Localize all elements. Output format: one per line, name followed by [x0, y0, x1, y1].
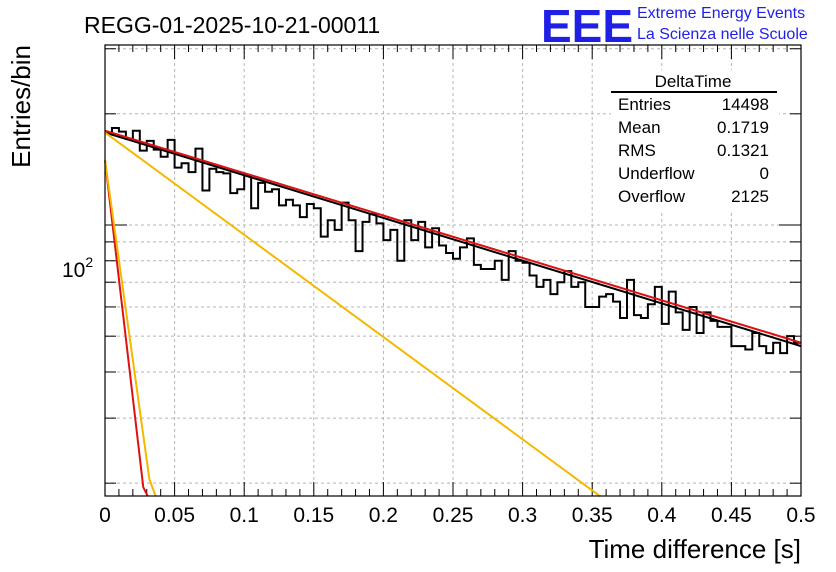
- y-axis-label: Entries/bin: [6, 45, 36, 168]
- eee-logo: EEE Extreme Energy Events La Scienza nel…: [541, 0, 808, 52]
- stats-box-background: [611, 70, 779, 212]
- x-tick-label: 0.4: [647, 504, 677, 527]
- histogram-layer: [105, 127, 801, 355]
- x-tick-label: 0.35: [572, 504, 613, 527]
- eee-logo-mark: EEE: [541, 0, 633, 52]
- x-tick-label: 0.3: [508, 504, 537, 527]
- stats-label-rms: RMS: [618, 141, 656, 160]
- x-tick-label: 0.2: [369, 504, 398, 527]
- fit-curve: [104, 159, 157, 497]
- stats-value-mean: 0.1719: [717, 118, 769, 137]
- stats-value-underflow: 0: [760, 164, 769, 183]
- y-tick-label-exponent: 2: [85, 254, 93, 270]
- eee-logo-line1: Extreme Energy Events: [637, 5, 805, 22]
- x-axis-label: Time difference [s]: [589, 534, 801, 564]
- y-tick-label-100: 102: [62, 254, 93, 282]
- stats-box-title: DeltaTime: [655, 72, 732, 91]
- x-tick-label: 0.1: [230, 504, 259, 527]
- histogram-deltatime: [105, 127, 801, 355]
- stats-label-mean: Mean: [618, 118, 661, 137]
- fit-curves-layer: [104, 129, 802, 498]
- eee-logo-line2: La Scienza nelle Scuole: [637, 26, 808, 43]
- stats-label-entries: Entries: [618, 95, 671, 114]
- x-tick-label: 0.5: [786, 504, 815, 527]
- x-tick-label: 0.25: [433, 504, 474, 527]
- stats-label-overflow: Overflow: [618, 187, 686, 206]
- chart-title: REGG-01-2025-10-21-00011: [84, 12, 380, 38]
- stats-label-underflow: Underflow: [618, 164, 695, 183]
- x-tick-label: 0.15: [293, 504, 334, 527]
- stats-box: DeltaTime Entries 14498 Mean 0.1719 RMS …: [611, 70, 779, 212]
- fit-curve: [104, 131, 602, 498]
- stats-value-overflow: 2125: [731, 187, 769, 206]
- plot-frame: [104, 44, 802, 497]
- x-tick-labels: 0 0.05 0.1 0.15 0.2 0.25 0.3 0.35 0.4 0.45 0.5: [99, 504, 815, 527]
- stats-value-entries: 14498: [722, 95, 769, 114]
- fit-curve: [104, 159, 149, 497]
- x-tick-label: 0.45: [711, 504, 752, 527]
- fit-curve: [104, 131, 802, 348]
- stats-value-rms: 0.1321: [717, 141, 769, 160]
- x-tick-label: 0: [99, 504, 111, 527]
- fit-curve: [104, 129, 802, 344]
- x-tick-label: 0.05: [154, 504, 195, 527]
- y-tick-label-base: 10: [62, 259, 85, 282]
